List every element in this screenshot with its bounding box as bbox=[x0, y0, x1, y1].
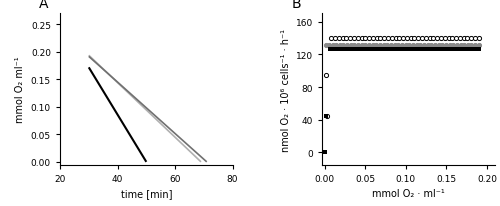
Text: A: A bbox=[40, 0, 49, 11]
X-axis label: mmol O₂ · ml⁻¹: mmol O₂ · ml⁻¹ bbox=[372, 188, 445, 198]
Y-axis label: mmol O₂ ml⁻¹: mmol O₂ ml⁻¹ bbox=[16, 56, 26, 123]
Y-axis label: nmol O₂ · 10⁶ cells⁻¹ · h⁻¹: nmol O₂ · 10⁶ cells⁻¹ · h⁻¹ bbox=[280, 28, 290, 151]
Text: B: B bbox=[292, 0, 301, 11]
X-axis label: time [min]: time [min] bbox=[120, 188, 172, 198]
